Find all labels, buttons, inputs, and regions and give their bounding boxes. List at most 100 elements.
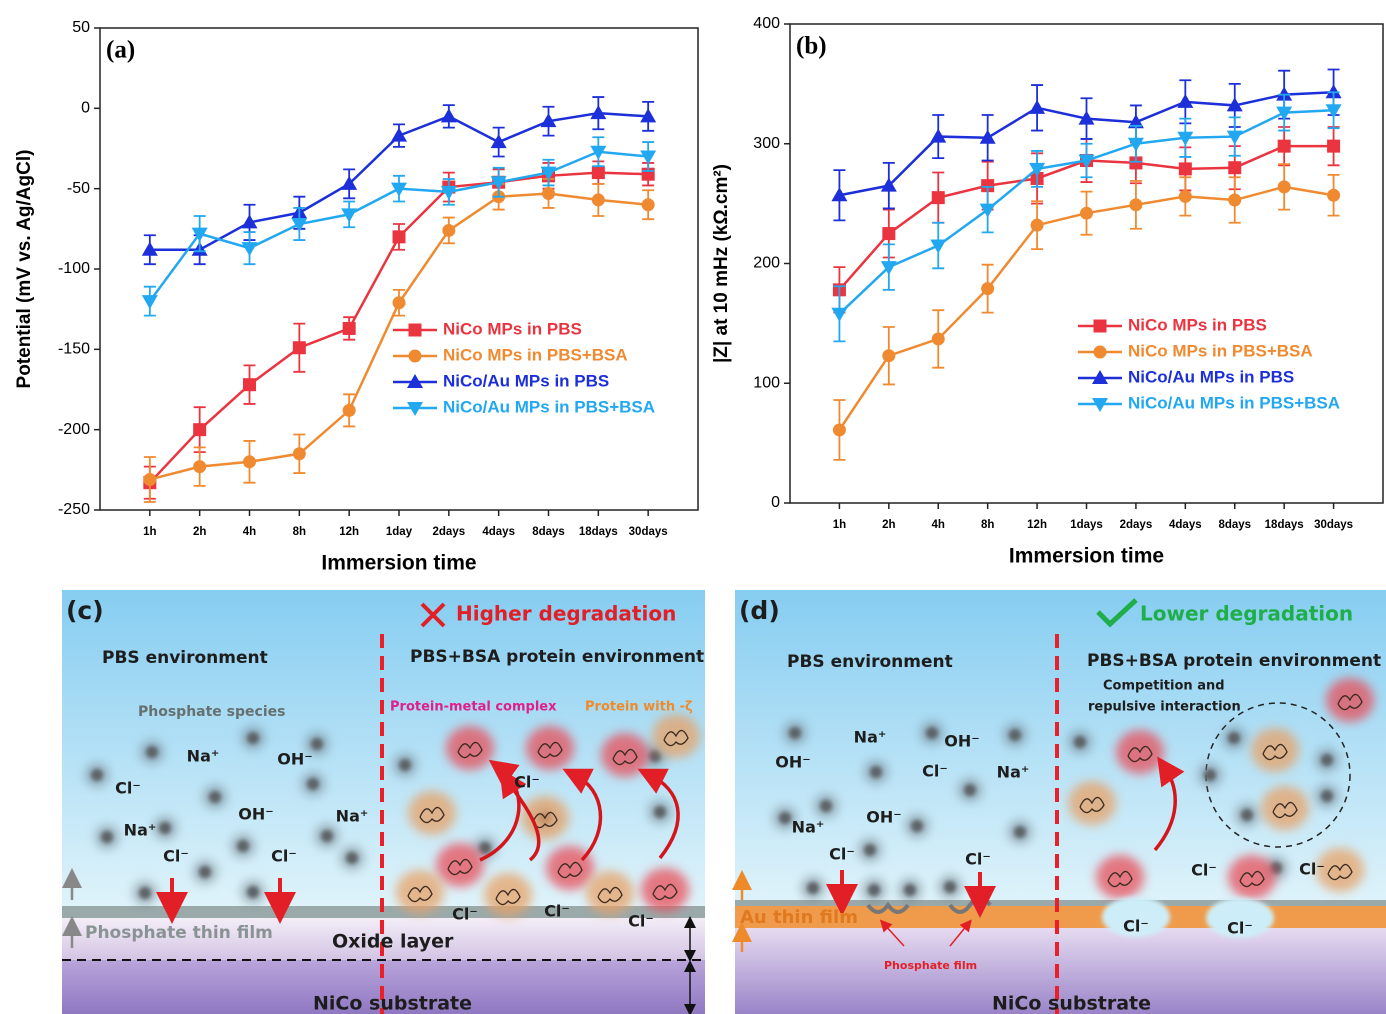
marker — [343, 404, 356, 417]
marker — [1031, 219, 1044, 232]
diagram-label: Phosphate species — [138, 704, 285, 720]
diagram-label: OH⁻ — [775, 753, 810, 772]
diagram-label: Cl⁻ — [1191, 861, 1217, 880]
phosphate-species — [247, 886, 259, 898]
legend-label: NiCo MPs in PBS — [1128, 315, 1267, 334]
x-tick-label: 18days — [579, 526, 618, 538]
diagram-label: Na⁺ — [336, 807, 369, 826]
phosphate-species — [346, 852, 358, 864]
phosphate-species — [1009, 729, 1021, 741]
diagram-label: Oxide layer — [332, 931, 454, 953]
diagram-label: Au thin film — [740, 907, 858, 928]
phosphate-species — [807, 882, 819, 894]
legend-label: NiCo MPs in PBS — [443, 319, 582, 338]
diagram-label: Protein with -ζ — [585, 700, 693, 715]
figure: (c)Higher degradationPBS environmentPBS+… — [0, 0, 1386, 1014]
diagram-label: NiCo substrate — [992, 993, 1151, 1014]
marker — [1327, 189, 1340, 202]
marker — [293, 341, 306, 354]
marker — [441, 108, 457, 122]
x-tick-label: 2days — [433, 526, 466, 538]
marker — [1029, 100, 1045, 114]
x-tick-label: 4h — [243, 526, 256, 538]
diagram-label: (c) — [66, 596, 104, 625]
phosphate-species — [926, 727, 938, 739]
x-tick-label: 8h — [293, 526, 306, 538]
marker — [1228, 194, 1241, 207]
x-tick-label: 8h — [981, 519, 994, 531]
marker — [833, 423, 846, 436]
marker — [442, 224, 455, 237]
legend-label: NiCo/Au MPs in PBS+BSA — [1128, 393, 1340, 412]
diagram-label: PBS environment — [787, 652, 953, 672]
x-tick-label: 4days — [1169, 519, 1202, 531]
diagram-label: Na⁺ — [124, 821, 157, 840]
diagram-label: PBS+BSA protein environment — [410, 647, 704, 667]
phosphate-species — [311, 738, 323, 750]
marker — [882, 227, 895, 240]
charts: -250-200-150-100-500501h2h4h8h12h1day2da… — [14, 15, 1383, 574]
phosphate-species — [159, 822, 171, 834]
phosphate-species — [399, 759, 411, 771]
diagram-label: Na⁺ — [792, 818, 825, 837]
marker — [343, 322, 356, 335]
legend-label: NiCo/Au MPs in PBS+BSA — [443, 397, 655, 416]
phosphate-species — [944, 881, 956, 893]
x-axis-label: Immersion time — [321, 552, 476, 575]
diagram-label: Cl⁻ — [965, 850, 991, 869]
diagram-label: Protein-metal complex — [390, 700, 557, 715]
marker — [393, 296, 406, 309]
diagram-label: Cl⁻ — [1299, 860, 1325, 879]
panel-label: (b) — [796, 33, 827, 60]
phosphate-species — [1241, 809, 1253, 821]
legend-label: NiCo MPs in PBS+BSA — [1128, 341, 1313, 360]
phosphate-species — [964, 784, 976, 796]
plot-frame — [100, 28, 698, 510]
y-tick-label: 400 — [753, 15, 780, 32]
phosphate-species — [904, 884, 916, 896]
phosphate-species — [199, 866, 211, 878]
marker — [293, 447, 306, 460]
marker — [1278, 140, 1291, 153]
marker — [831, 308, 847, 322]
x-tick-label: 4days — [482, 526, 515, 538]
y-tick-label: 50 — [72, 19, 90, 36]
x-tick-label: 8days — [532, 526, 565, 538]
diagram-label: OH⁻ — [866, 808, 901, 827]
marker — [1080, 207, 1093, 220]
marker — [243, 378, 256, 391]
marker — [1177, 94, 1193, 108]
x-tick-label: 1days — [1070, 519, 1103, 531]
marker — [291, 218, 307, 232]
phosphate-species — [868, 884, 880, 896]
phosphate-species — [789, 727, 801, 739]
phosphate-species — [911, 820, 923, 832]
phosphate-species — [237, 840, 249, 852]
diagram-label: repulsive interaction — [1088, 700, 1241, 715]
marker — [393, 230, 406, 243]
phosphate-species — [820, 800, 832, 812]
y-axis-label: Potential (mV vs. Ag/AgCl) — [14, 150, 35, 389]
y-tick-label: 0 — [81, 100, 90, 117]
phosphate-species — [321, 830, 333, 842]
phosphate-species — [479, 842, 491, 854]
diagram-label: PBS+BSA protein environment — [1087, 651, 1381, 671]
phosphate-species — [1228, 732, 1240, 744]
y-tick-label: -200 — [58, 421, 90, 438]
marker — [981, 282, 994, 295]
x-tick-label: 1day — [386, 526, 413, 538]
x-tick-label: 2h — [882, 519, 895, 531]
marker — [932, 332, 945, 345]
diagram-label: Cl⁻ — [829, 845, 855, 864]
marker — [143, 473, 156, 486]
phosphate-species — [1204, 769, 1216, 781]
marker — [1179, 190, 1192, 203]
panel-label: (a) — [106, 37, 135, 64]
y-tick-label: -250 — [58, 501, 90, 518]
marker — [409, 350, 422, 363]
diagram-label: Cl⁻ — [163, 847, 189, 866]
phosphate-species — [209, 791, 221, 803]
diagram-label: PBS environment — [102, 648, 268, 668]
marker — [1129, 198, 1142, 211]
